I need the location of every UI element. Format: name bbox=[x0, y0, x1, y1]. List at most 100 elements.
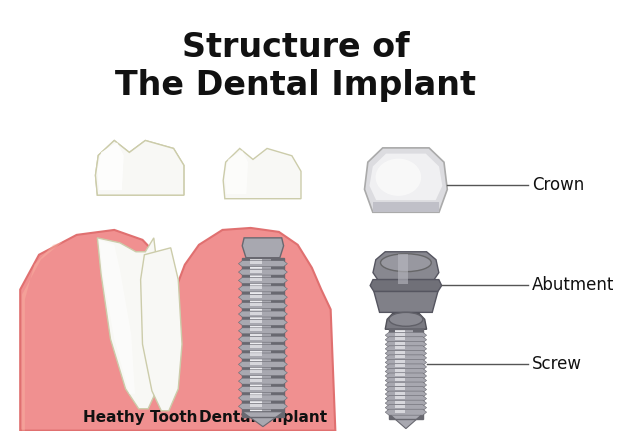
Polygon shape bbox=[239, 395, 287, 401]
Polygon shape bbox=[239, 269, 287, 275]
Polygon shape bbox=[250, 261, 262, 264]
Polygon shape bbox=[385, 364, 426, 370]
Bar bbox=[395, 329, 405, 419]
Text: Heathy Tooth: Heathy Tooth bbox=[83, 410, 198, 425]
Polygon shape bbox=[250, 311, 262, 314]
Polygon shape bbox=[385, 368, 426, 375]
Polygon shape bbox=[395, 400, 405, 403]
Bar bbox=[389, 329, 423, 419]
Polygon shape bbox=[385, 337, 426, 343]
Polygon shape bbox=[395, 369, 405, 372]
Polygon shape bbox=[395, 387, 405, 390]
Polygon shape bbox=[98, 143, 124, 190]
Polygon shape bbox=[385, 350, 426, 356]
Polygon shape bbox=[373, 202, 439, 212]
Text: Crown: Crown bbox=[532, 176, 584, 194]
Ellipse shape bbox=[376, 159, 421, 196]
Bar bbox=[413, 329, 423, 419]
Ellipse shape bbox=[381, 254, 431, 272]
Polygon shape bbox=[395, 365, 405, 367]
Polygon shape bbox=[385, 359, 426, 365]
Text: Structure of: Structure of bbox=[182, 31, 409, 64]
Bar bbox=[262, 258, 271, 417]
Polygon shape bbox=[395, 405, 405, 408]
Polygon shape bbox=[364, 148, 448, 212]
Polygon shape bbox=[370, 280, 442, 292]
Polygon shape bbox=[369, 154, 443, 200]
Bar bbox=[398, 254, 408, 283]
Polygon shape bbox=[239, 294, 287, 300]
Ellipse shape bbox=[389, 312, 423, 326]
Polygon shape bbox=[395, 391, 405, 394]
Polygon shape bbox=[395, 342, 405, 345]
Polygon shape bbox=[250, 270, 262, 273]
Polygon shape bbox=[385, 346, 426, 352]
Polygon shape bbox=[98, 143, 124, 190]
Polygon shape bbox=[239, 378, 287, 384]
Polygon shape bbox=[374, 292, 438, 312]
Polygon shape bbox=[395, 374, 405, 376]
Polygon shape bbox=[395, 337, 405, 340]
Bar bbox=[405, 329, 413, 419]
Polygon shape bbox=[250, 370, 262, 373]
Polygon shape bbox=[250, 303, 262, 306]
Polygon shape bbox=[239, 303, 287, 308]
Polygon shape bbox=[22, 242, 63, 431]
Polygon shape bbox=[385, 391, 426, 397]
Polygon shape bbox=[385, 400, 426, 406]
Text: Screw: Screw bbox=[532, 355, 582, 373]
Polygon shape bbox=[242, 412, 284, 427]
Polygon shape bbox=[250, 353, 262, 356]
Polygon shape bbox=[395, 333, 405, 336]
Polygon shape bbox=[373, 252, 439, 280]
Polygon shape bbox=[395, 410, 405, 413]
Bar bbox=[242, 258, 284, 417]
Polygon shape bbox=[385, 313, 426, 329]
Polygon shape bbox=[239, 319, 287, 325]
Polygon shape bbox=[385, 409, 426, 415]
Polygon shape bbox=[385, 405, 426, 411]
Polygon shape bbox=[385, 378, 426, 384]
Bar bbox=[242, 258, 250, 417]
Polygon shape bbox=[223, 149, 301, 199]
Polygon shape bbox=[395, 378, 405, 381]
Polygon shape bbox=[250, 337, 262, 340]
Polygon shape bbox=[239, 277, 287, 283]
Polygon shape bbox=[385, 355, 426, 361]
Polygon shape bbox=[239, 328, 287, 334]
Polygon shape bbox=[250, 295, 262, 298]
Polygon shape bbox=[100, 240, 135, 394]
Polygon shape bbox=[250, 404, 262, 407]
Polygon shape bbox=[385, 396, 426, 402]
Polygon shape bbox=[239, 260, 287, 267]
Polygon shape bbox=[395, 351, 405, 354]
Polygon shape bbox=[239, 286, 287, 292]
Polygon shape bbox=[395, 356, 405, 359]
Polygon shape bbox=[250, 387, 262, 390]
Polygon shape bbox=[95, 140, 184, 195]
Polygon shape bbox=[250, 395, 262, 398]
Polygon shape bbox=[98, 238, 163, 409]
Polygon shape bbox=[242, 238, 284, 258]
Bar bbox=[250, 258, 262, 417]
Polygon shape bbox=[20, 228, 336, 431]
Bar bbox=[271, 258, 284, 417]
Polygon shape bbox=[395, 346, 405, 349]
Polygon shape bbox=[95, 140, 184, 195]
Polygon shape bbox=[250, 278, 262, 281]
Polygon shape bbox=[239, 345, 287, 351]
Polygon shape bbox=[385, 341, 426, 347]
Polygon shape bbox=[250, 328, 262, 331]
Polygon shape bbox=[141, 248, 182, 411]
Text: Dental Implant: Dental Implant bbox=[199, 410, 327, 425]
Polygon shape bbox=[250, 379, 262, 381]
Polygon shape bbox=[385, 332, 426, 338]
Polygon shape bbox=[395, 396, 405, 399]
Bar bbox=[389, 329, 395, 419]
Polygon shape bbox=[250, 362, 262, 365]
Polygon shape bbox=[239, 387, 287, 393]
Polygon shape bbox=[395, 360, 405, 363]
Polygon shape bbox=[239, 336, 287, 342]
Polygon shape bbox=[239, 370, 287, 376]
Polygon shape bbox=[250, 320, 262, 323]
